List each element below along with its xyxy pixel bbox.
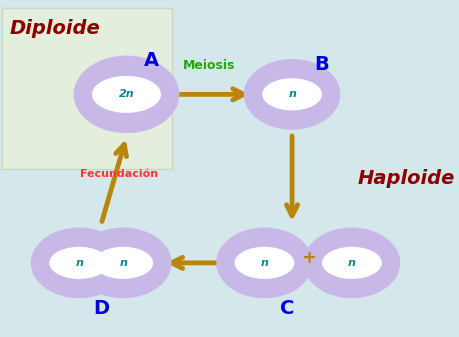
Text: n: n <box>119 258 127 268</box>
Text: A: A <box>144 51 159 70</box>
Ellipse shape <box>92 76 161 113</box>
Text: +: + <box>300 249 315 267</box>
FancyBboxPatch shape <box>2 8 172 168</box>
Ellipse shape <box>73 56 179 133</box>
Text: n: n <box>260 258 268 268</box>
Ellipse shape <box>303 227 399 298</box>
Text: B: B <box>314 55 329 73</box>
Text: Fecundación: Fecundación <box>80 168 158 179</box>
Ellipse shape <box>93 247 153 279</box>
Text: 2n: 2n <box>118 89 134 99</box>
Ellipse shape <box>262 78 321 111</box>
Ellipse shape <box>216 227 312 298</box>
Text: Haploide: Haploide <box>357 168 454 187</box>
Text: D: D <box>93 299 109 318</box>
Text: n: n <box>75 258 83 268</box>
Ellipse shape <box>321 247 381 279</box>
Ellipse shape <box>234 247 294 279</box>
Ellipse shape <box>243 59 340 130</box>
Ellipse shape <box>31 227 127 298</box>
Text: Diploide: Diploide <box>9 19 100 37</box>
Text: C: C <box>280 299 294 318</box>
Ellipse shape <box>49 247 109 279</box>
Text: Meiosis: Meiosis <box>183 59 235 72</box>
Ellipse shape <box>75 227 171 298</box>
Text: n: n <box>347 258 355 268</box>
Text: n: n <box>287 89 296 99</box>
